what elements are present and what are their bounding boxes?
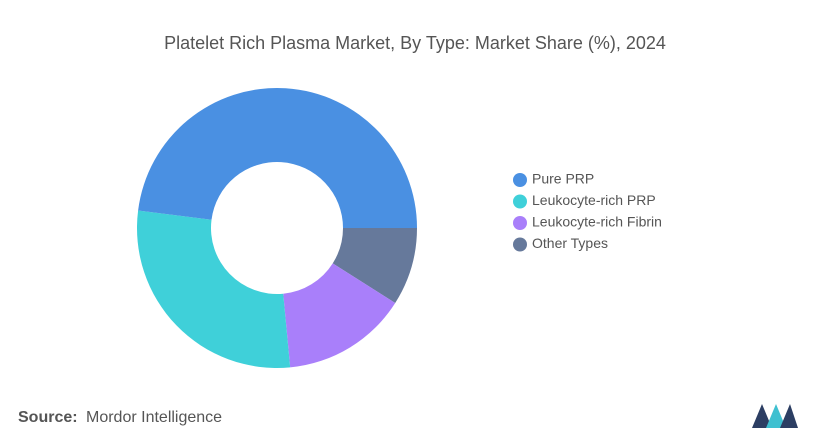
legend-swatch <box>513 237 527 252</box>
donut <box>137 87 417 368</box>
legend-swatch <box>513 173 527 187</box>
legend-swatch <box>513 194 527 209</box>
donut-slice <box>138 87 417 229</box>
source-label: Source: <box>18 409 78 426</box>
legend-label: Leukocyte-rich Fibrin <box>532 214 662 230</box>
donut-slice <box>137 210 291 368</box>
legend-label: Other Types <box>532 235 608 251</box>
donut-slice <box>283 263 396 368</box>
logo <box>752 404 798 428</box>
legend: Pure PRP Leukocyte-rich PRP Leukocyte-rich… <box>513 171 662 252</box>
legend-label: Leukocyte-rich PRP <box>532 192 656 208</box>
source: Mordor Intelligence <box>86 409 222 426</box>
legend-label: Pure PRP <box>532 171 594 187</box>
legend-swatch <box>513 216 527 230</box>
donut-slice <box>332 228 417 304</box>
chart-title: Platelet Rich Plasma Market, By Type: Ma… <box>164 33 666 53</box>
